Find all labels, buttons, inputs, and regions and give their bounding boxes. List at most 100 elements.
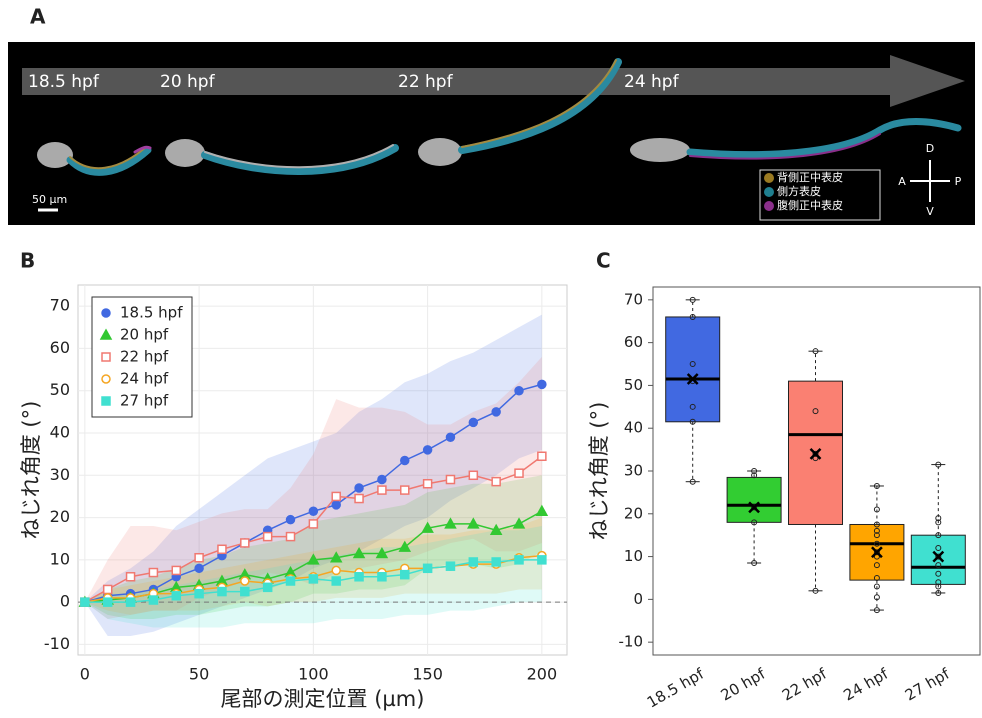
y-tick-label: 50 bbox=[624, 376, 643, 394]
marker bbox=[354, 493, 364, 504]
time-arrow bbox=[22, 55, 965, 107]
x-tick-label: 150 bbox=[412, 665, 443, 684]
data-point bbox=[873, 607, 880, 614]
marker bbox=[491, 557, 501, 567]
data-point bbox=[873, 583, 880, 590]
data-point bbox=[935, 589, 942, 596]
data-point bbox=[812, 455, 819, 462]
marker bbox=[262, 531, 273, 542]
legend-label: 側方表皮 bbox=[777, 184, 821, 198]
legend-label: 24 hpf bbox=[120, 370, 169, 388]
data-point bbox=[751, 560, 758, 566]
marker bbox=[262, 582, 273, 593]
y-tick-label: 70 bbox=[624, 290, 643, 308]
marker bbox=[422, 563, 433, 574]
data-point bbox=[812, 450, 819, 457]
legend-label: 18.5 hpf bbox=[120, 304, 183, 322]
x-axis-label: 尾部の測定位置 (µm) bbox=[221, 687, 425, 711]
y-tick-label: 20 bbox=[624, 504, 643, 522]
marker bbox=[171, 591, 182, 601]
legend-swatch bbox=[764, 187, 774, 197]
data-point bbox=[873, 562, 880, 569]
embryos bbox=[37, 58, 962, 176]
marker bbox=[125, 597, 136, 607]
legend-box bbox=[759, 169, 881, 221]
marker bbox=[400, 455, 410, 466]
x-tick-label: 18.5 hpf bbox=[644, 664, 708, 711]
data-point bbox=[689, 361, 696, 368]
y-tick-label: 30 bbox=[624, 462, 643, 480]
marker bbox=[329, 551, 343, 563]
timeline-label: 20 hpf bbox=[160, 72, 216, 92]
legend-label: 背側正中表皮 bbox=[777, 170, 843, 184]
marker bbox=[537, 555, 547, 565]
marker bbox=[285, 514, 296, 525]
data-point bbox=[751, 468, 758, 474]
data-point bbox=[873, 527, 880, 534]
marker bbox=[101, 352, 111, 362]
marker bbox=[468, 557, 479, 567]
compass-label: P bbox=[955, 175, 962, 188]
y-tick-label: 40 bbox=[624, 419, 643, 437]
marker bbox=[377, 572, 387, 582]
legend-label: 20 hpf bbox=[120, 326, 169, 344]
mean-marker bbox=[932, 550, 945, 563]
marker bbox=[400, 569, 410, 580]
legend-label: 27 hpf bbox=[120, 392, 169, 410]
data-point bbox=[935, 579, 942, 586]
marker bbox=[514, 385, 524, 396]
panel-label: A bbox=[30, 5, 46, 29]
data-point bbox=[935, 461, 942, 468]
data-point bbox=[873, 482, 880, 489]
x-tick-label: 0 bbox=[80, 665, 90, 684]
marker bbox=[491, 476, 501, 487]
y-tick-label: 60 bbox=[624, 333, 643, 351]
marker bbox=[354, 483, 364, 493]
marker bbox=[352, 546, 366, 559]
marker bbox=[217, 586, 227, 597]
data-point bbox=[935, 532, 942, 539]
marker bbox=[285, 531, 296, 542]
marker bbox=[535, 504, 549, 516]
data-point bbox=[689, 478, 696, 485]
marker bbox=[514, 555, 524, 565]
y-tick-label: 70 bbox=[50, 296, 70, 315]
data-point bbox=[812, 587, 819, 594]
marker bbox=[308, 574, 319, 584]
y-tick-label: 30 bbox=[50, 465, 70, 484]
compass-label: D bbox=[926, 142, 934, 155]
y-tick-label: -10 bbox=[44, 634, 70, 653]
marker bbox=[308, 506, 319, 516]
marker bbox=[194, 552, 204, 563]
data-point bbox=[873, 549, 880, 556]
x-tick-label: 50 bbox=[189, 665, 209, 684]
marker bbox=[398, 540, 412, 552]
data-point bbox=[935, 515, 942, 522]
marker bbox=[467, 517, 480, 529]
data-point bbox=[935, 545, 942, 552]
marker bbox=[148, 595, 159, 605]
y-axis-label: ねじれ角度 (°) bbox=[19, 401, 43, 540]
mean-marker bbox=[809, 448, 822, 460]
timeline-label: 22 hpf bbox=[398, 72, 454, 92]
data-point bbox=[935, 519, 942, 526]
marker bbox=[102, 597, 113, 607]
marker bbox=[445, 474, 456, 485]
marker bbox=[331, 565, 341, 576]
legend-swatch bbox=[764, 173, 774, 183]
marker bbox=[331, 500, 341, 510]
marker bbox=[285, 576, 296, 586]
marker bbox=[171, 565, 182, 576]
marker bbox=[194, 563, 204, 574]
mean-marker bbox=[748, 501, 760, 514]
data-point bbox=[751, 472, 758, 479]
timeline-label: 24 hpf bbox=[624, 72, 680, 92]
marker bbox=[445, 561, 456, 571]
marker bbox=[240, 576, 250, 586]
marker bbox=[354, 572, 364, 582]
marker bbox=[468, 417, 479, 428]
marker bbox=[101, 374, 111, 384]
y-tick-label: 10 bbox=[624, 547, 643, 565]
marker bbox=[125, 572, 136, 582]
